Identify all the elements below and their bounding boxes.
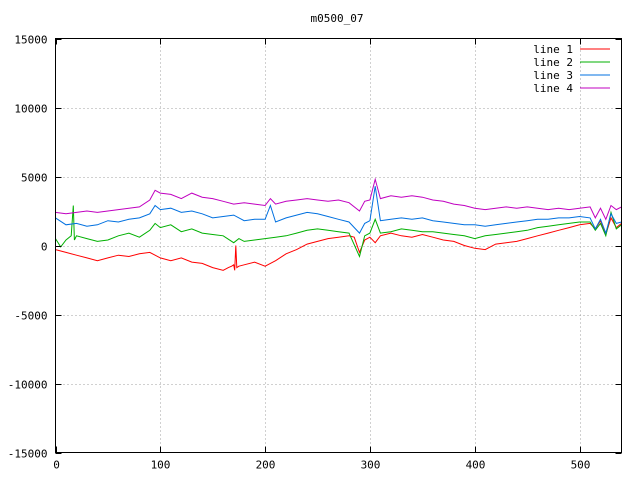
plot-frame xyxy=(55,38,622,453)
legend-label: line 2 xyxy=(533,56,573,69)
x-tick-label: 500 xyxy=(571,459,591,472)
legend-label: line 4 xyxy=(533,82,573,95)
series-line-3 xyxy=(55,186,622,235)
chart-title: m0500_07 xyxy=(311,12,364,25)
x-tick-label: 300 xyxy=(361,459,381,472)
legend-label: line 1 xyxy=(533,43,573,56)
y-tick-label: -10000 xyxy=(8,379,48,392)
y-tick-label: 15000 xyxy=(14,34,47,47)
y-tick-label: 0 xyxy=(41,241,48,254)
series-line-4 xyxy=(55,177,622,221)
y-tick-label: -5000 xyxy=(14,310,47,323)
axis-ticks: 0 100 200 300 400 500 -15000 -10000 -5000 0 5000 10… xyxy=(8,34,622,472)
x-tick-label: 400 xyxy=(466,459,486,472)
x-tick-label: 200 xyxy=(256,459,276,472)
y-tick-label: 5000 xyxy=(21,172,48,185)
x-tick-label: 100 xyxy=(151,459,171,472)
legend-label: line 3 xyxy=(533,69,573,82)
grid xyxy=(55,38,622,453)
series-line-1 xyxy=(55,216,622,271)
series-line-2 xyxy=(55,205,622,259)
y-tick-label: -15000 xyxy=(8,448,48,461)
y-tick-label: 10000 xyxy=(14,103,47,116)
series-group xyxy=(55,177,622,271)
x-tick-label: 0 xyxy=(53,459,60,472)
